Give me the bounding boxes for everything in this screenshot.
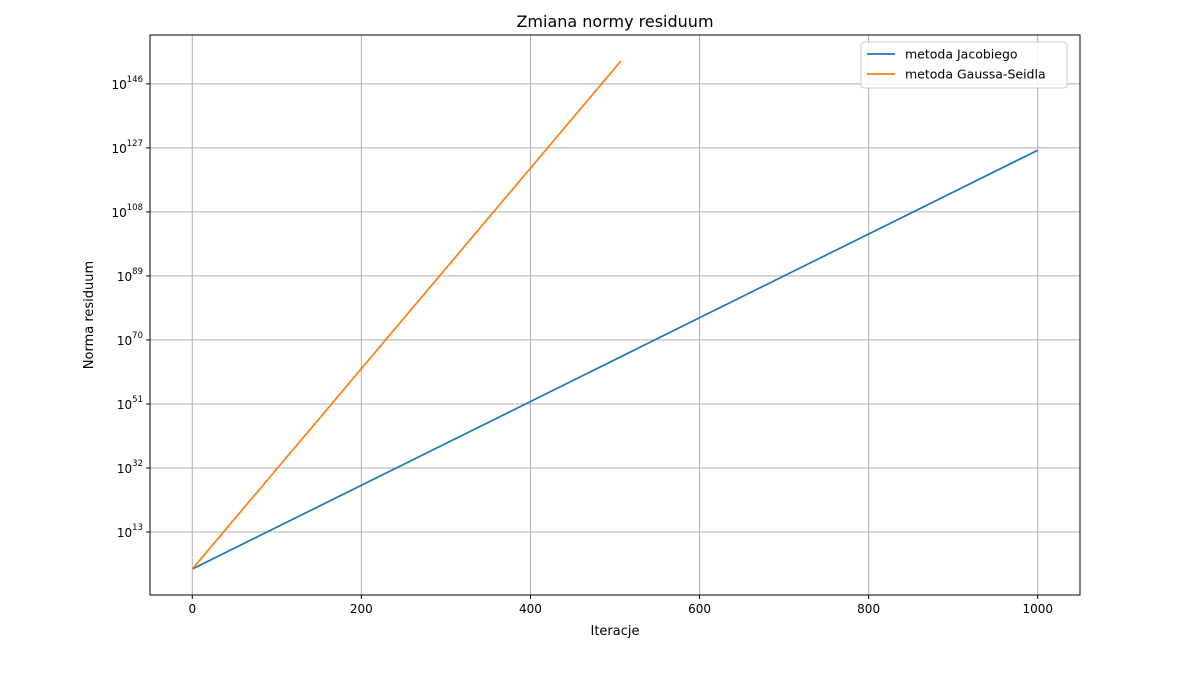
legend-label-1: metoda Gaussa-Seidla	[905, 67, 1046, 82]
series-line-jacobi	[191, 149, 1039, 570]
plot-frame	[149, 34, 1081, 596]
y-tick-label-5: 10108	[111, 203, 143, 220]
series-layer	[191, 60, 1039, 570]
y-tick-label-0: 1013	[117, 523, 143, 540]
y-tick-label-4: 1089	[117, 267, 143, 284]
y-tick-label-7: 10146	[111, 75, 143, 92]
x-axis-label: Iteracje	[591, 624, 640, 639]
legend-label-0: metoda Jacobiego	[905, 47, 1018, 62]
legend-box	[860, 41, 1068, 89]
y-tick-label-6: 10127	[111, 139, 143, 156]
x-tick-label-0: 0	[188, 602, 196, 616]
x-tick-label-5: 1000	[1022, 602, 1053, 616]
chart-title: Zmiana normy residuum	[516, 12, 713, 31]
legend: metoda Jacobiego metoda Gaussa-Seidla	[860, 41, 1068, 89]
y-tick-label-3: 1070	[117, 331, 143, 348]
y-axis-label: Norma residuum	[82, 261, 97, 369]
x-tick-label-1: 200	[350, 602, 373, 616]
y-tick-label-1: 1032	[117, 459, 143, 476]
grid	[150, 35, 1080, 595]
x-tick-label-3: 600	[688, 602, 711, 616]
ticks: 0 200 400 600 800 1000 1013 1032 1051 1070 1089 101…	[111, 75, 1053, 616]
series-line-gauss-seidel	[191, 60, 622, 570]
x-tick-label-2: 400	[519, 602, 542, 616]
y-tick-label-2: 1051	[117, 395, 143, 412]
x-tick-label-4: 800	[857, 602, 880, 616]
